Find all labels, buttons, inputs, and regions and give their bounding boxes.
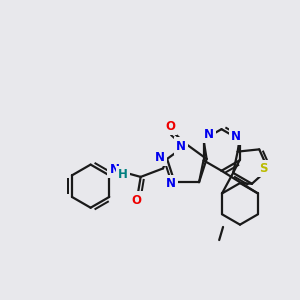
- Text: N: N: [231, 130, 241, 142]
- Text: O: O: [164, 120, 175, 133]
- Text: O: O: [132, 194, 142, 206]
- Text: O: O: [131, 194, 142, 206]
- Text: N: N: [231, 130, 241, 142]
- Text: N: N: [155, 151, 165, 164]
- Text: S: S: [260, 162, 268, 175]
- Text: N: N: [166, 177, 176, 190]
- Text: N: N: [110, 163, 119, 176]
- Text: N: N: [176, 140, 186, 153]
- Text: N: N: [176, 140, 186, 153]
- Text: N: N: [166, 177, 176, 190]
- Text: N: N: [109, 163, 120, 176]
- Text: S: S: [260, 162, 268, 175]
- Text: N: N: [204, 128, 214, 141]
- Text: H: H: [118, 168, 128, 181]
- Text: H: H: [118, 168, 128, 181]
- Text: O: O: [165, 120, 175, 133]
- Text: N: N: [204, 128, 214, 141]
- Text: N: N: [155, 151, 165, 164]
